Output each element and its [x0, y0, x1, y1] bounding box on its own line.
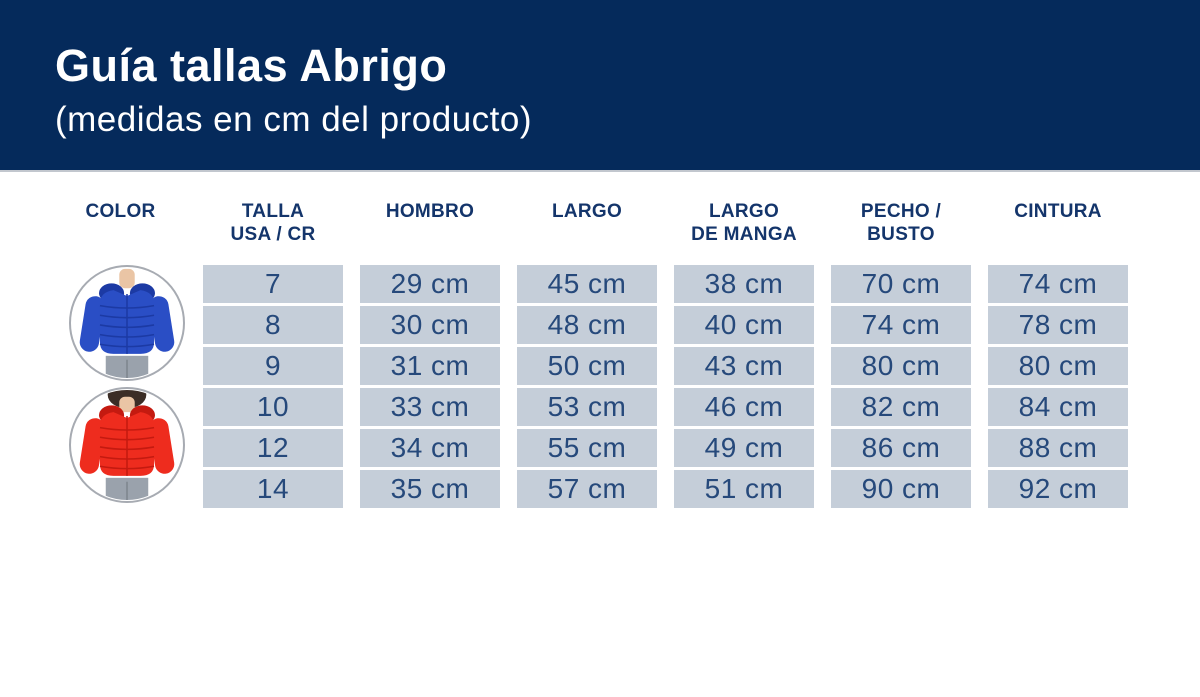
- cell-pecho: 74 cm: [831, 306, 971, 344]
- cell-largo: 55 cm: [517, 429, 657, 467]
- table-row: 7 29 cm 45 cm 38 cm 70 cm 74 cm: [203, 265, 1200, 303]
- cell-hombro: 33 cm: [360, 388, 500, 426]
- cell-cintura: 74 cm: [988, 265, 1128, 303]
- cell-largo: 45 cm: [517, 265, 657, 303]
- column-header-cintura: CINTURA: [1014, 201, 1102, 222]
- cell-pecho: 70 cm: [831, 265, 971, 303]
- cell-manga: 43 cm: [674, 347, 814, 385]
- blue-jacket-image: [69, 265, 185, 381]
- table-row: 12 34 cm 55 cm 49 cm 86 cm 88 cm: [203, 429, 1200, 467]
- cell-largo: 57 cm: [517, 470, 657, 508]
- table-row: 8 30 cm 48 cm 40 cm 74 cm 78 cm: [203, 306, 1200, 344]
- cell-hombro: 35 cm: [360, 470, 500, 508]
- column-header-largo: LARGO: [551, 201, 623, 222]
- blue-puffer-jacket-icon: [71, 267, 183, 379]
- column-header-hombro: HOMBRO: [385, 201, 475, 222]
- cell-talla: 10: [203, 388, 343, 426]
- table-row: 14 35 cm 57 cm 51 cm 90 cm 92 cm: [203, 470, 1200, 508]
- cell-cintura: 88 cm: [988, 429, 1128, 467]
- cell-cintura: 84 cm: [988, 388, 1128, 426]
- table-header-row: COLOR TALLA USA / CR HOMBRO LARGO LARGO …: [55, 200, 1200, 246]
- column-header-largo-de-manga: LARGO DE MANGA: [691, 201, 797, 245]
- cell-talla: 7: [203, 265, 343, 303]
- cell-cintura: 78 cm: [988, 306, 1128, 344]
- red-jacket-image: [69, 387, 185, 503]
- cell-largo: 53 cm: [517, 388, 657, 426]
- cell-hombro: 29 cm: [360, 265, 500, 303]
- cell-pecho: 86 cm: [831, 429, 971, 467]
- cell-hombro: 31 cm: [360, 347, 500, 385]
- cell-talla: 8: [203, 306, 343, 344]
- cell-talla: 12: [203, 429, 343, 467]
- page-subtitle: (medidas en cm del producto): [55, 100, 532, 139]
- cell-cintura: 92 cm: [988, 470, 1128, 508]
- cell-pecho: 82 cm: [831, 388, 971, 426]
- title-banner: Guía tallas Abrigo (medidas en cm del pr…: [0, 0, 1200, 172]
- size-guide-table: COLOR TALLA USA / CR HOMBRO LARGO LARGO …: [0, 172, 1200, 508]
- column-header-talla: TALLA USA / CR: [230, 201, 316, 245]
- table-row: 9 31 cm 50 cm 43 cm 80 cm 80 cm: [203, 347, 1200, 385]
- table-body: 7 29 cm 45 cm 38 cm 70 cm 74 cm 8 30 cm …: [203, 265, 1200, 508]
- cell-cintura: 80 cm: [988, 347, 1128, 385]
- cell-talla: 14: [203, 470, 343, 508]
- cell-largo: 48 cm: [517, 306, 657, 344]
- cell-hombro: 30 cm: [360, 306, 500, 344]
- column-header-color: COLOR: [85, 201, 156, 222]
- cell-hombro: 34 cm: [360, 429, 500, 467]
- cell-manga: 49 cm: [674, 429, 814, 467]
- cell-pecho: 90 cm: [831, 470, 971, 508]
- cell-manga: 40 cm: [674, 306, 814, 344]
- page-title: Guía tallas Abrigo: [55, 40, 448, 91]
- cell-manga: 46 cm: [674, 388, 814, 426]
- column-header-pecho-busto: PECHO / BUSTO: [860, 201, 942, 245]
- cell-pecho: 80 cm: [831, 347, 971, 385]
- cell-manga: 38 cm: [674, 265, 814, 303]
- cell-talla: 9: [203, 347, 343, 385]
- red-puffer-jacket-icon: [71, 389, 183, 501]
- cell-largo: 50 cm: [517, 347, 657, 385]
- cell-manga: 51 cm: [674, 470, 814, 508]
- table-row: 10 33 cm 53 cm 46 cm 82 cm 84 cm: [203, 388, 1200, 426]
- color-column: [55, 265, 203, 508]
